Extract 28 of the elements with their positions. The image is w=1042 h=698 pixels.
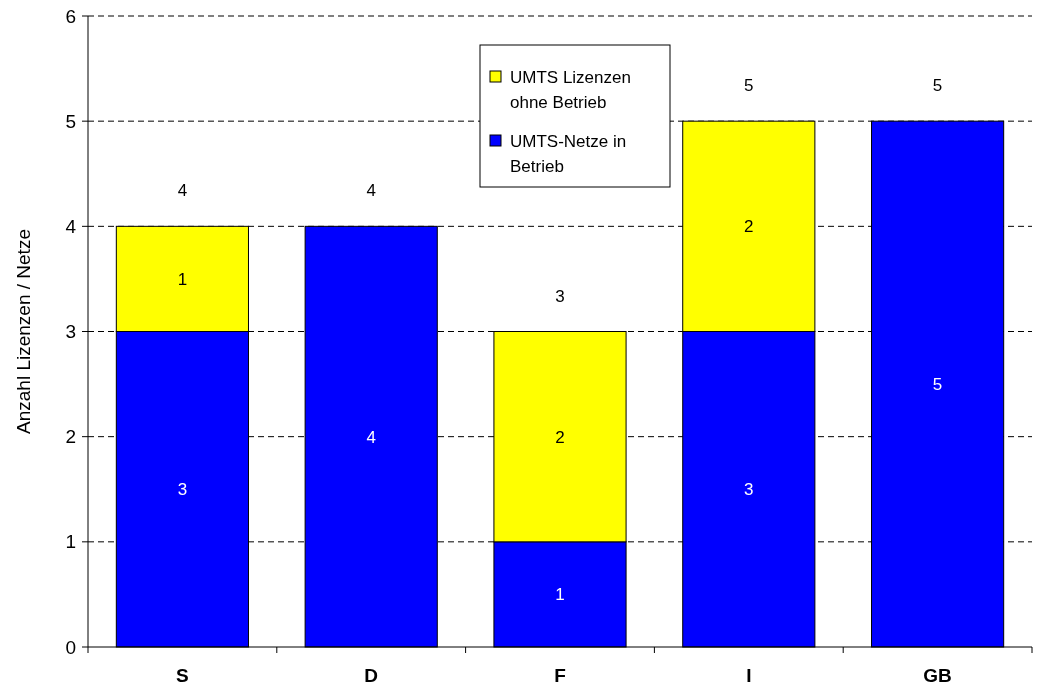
data-label: 1 <box>177 269 188 289</box>
x-tick-label: S <box>176 665 189 686</box>
data-label: 5 <box>932 375 943 395</box>
y-axis-title: Anzahl Lizenzen / Netze <box>13 229 34 434</box>
data-label: 3 <box>744 480 754 500</box>
total-label: 5 <box>932 76 943 96</box>
legend-label: UMTS-Netze in Betrieb <box>510 131 627 177</box>
data-label: 4 <box>366 427 376 447</box>
data-label: 1 <box>555 585 565 605</box>
legend-label: UMTS Lizenzen ohne Betrieb <box>510 67 631 113</box>
y-tick-label: 0 <box>65 636 76 658</box>
y-tick-label: 6 <box>65 5 76 27</box>
total-label: 4 <box>177 181 188 201</box>
total-label: 5 <box>744 76 754 96</box>
total-label: 3 <box>555 286 565 306</box>
x-tick-label: GB <box>923 665 952 686</box>
data-label: 3 <box>177 480 188 500</box>
data-label: 2 <box>744 217 754 237</box>
y-tick-label: 1 <box>65 531 76 553</box>
x-tick-label: F <box>554 665 566 686</box>
y-tick-label: 4 <box>65 215 77 237</box>
x-tick-label: D <box>364 665 379 686</box>
x-tick-label: I <box>746 665 752 686</box>
y-tick-label: 5 <box>65 110 76 132</box>
y-tick-label: 3 <box>65 321 76 343</box>
total-label: 4 <box>366 181 376 201</box>
data-label: 2 <box>555 427 565 447</box>
y-tick-label: 2 <box>65 426 76 448</box>
